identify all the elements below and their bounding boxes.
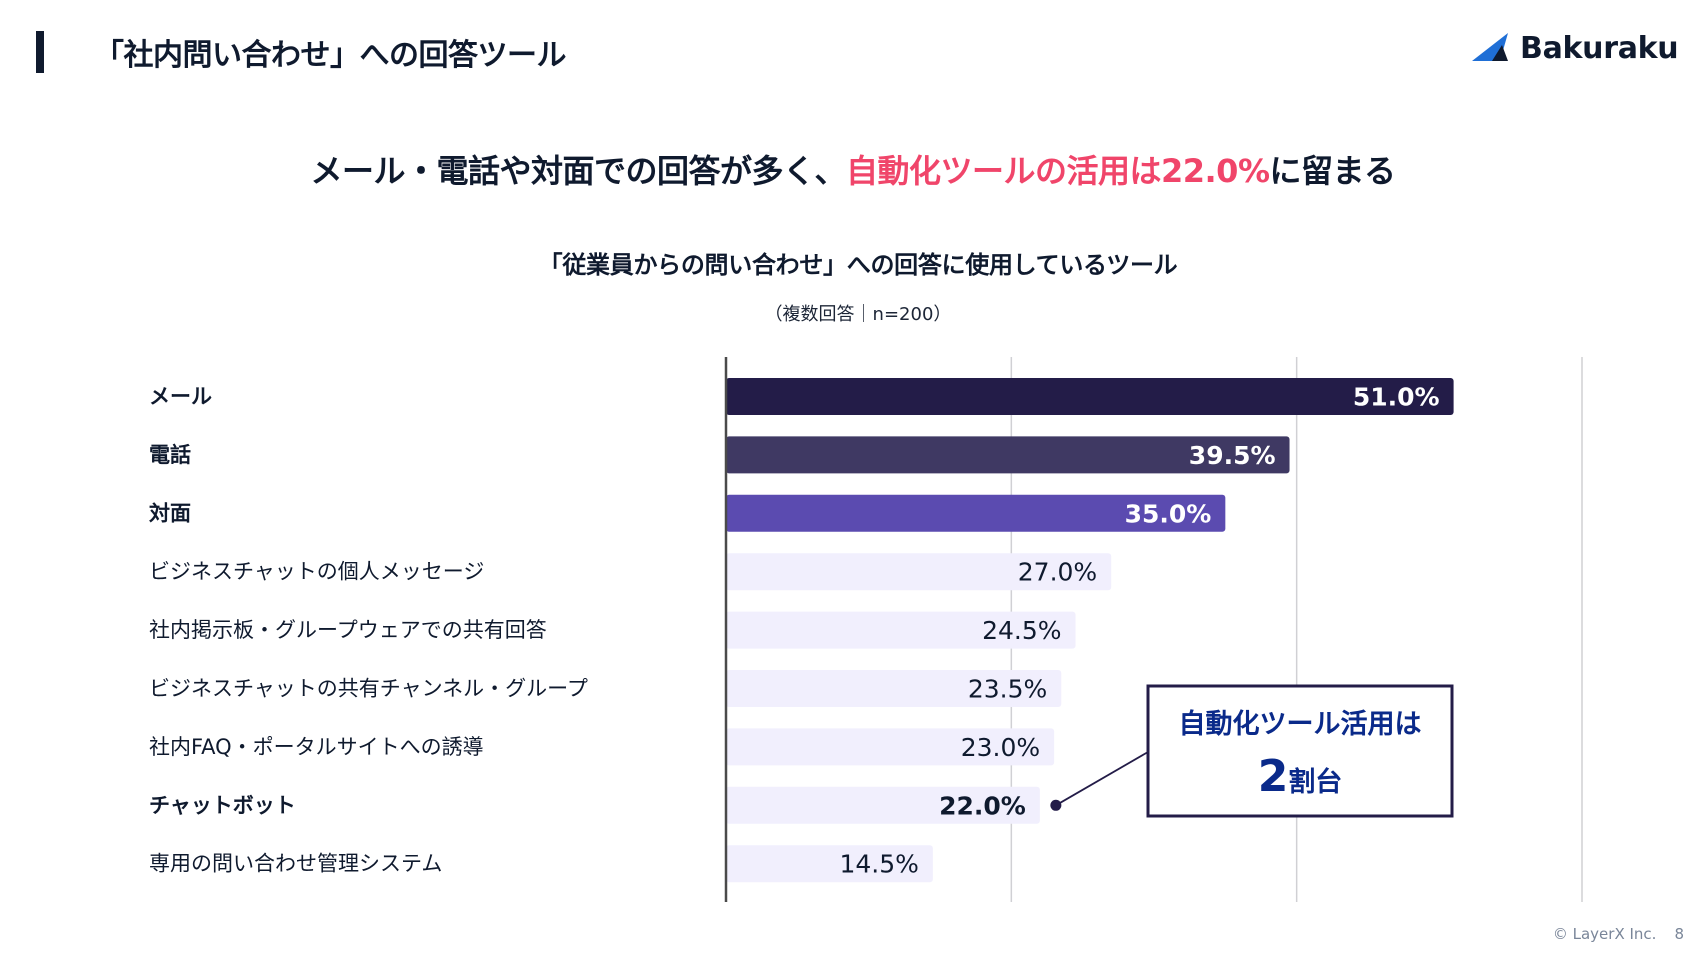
callout-line1: 自動化ツール活用は (1179, 708, 1422, 740)
copyright: © LayerX Inc. (1552, 925, 1657, 943)
callout-suffix: 割台 (1288, 766, 1342, 798)
value-label: 27.0% (1018, 558, 1097, 587)
bakuraku-logo-icon (1472, 33, 1508, 61)
category-label: 電話 (149, 443, 191, 467)
bar (726, 553, 1112, 591)
chart-subtitle: （複数回答｜n=200） (764, 304, 952, 325)
value-label: 14.5% (839, 850, 918, 879)
chart-title: 「従業員からの問い合わせ」への回答に使用しているツール (538, 251, 1178, 279)
callout-line2: 2割台 (1258, 751, 1343, 802)
category-label: ビジネスチャットの共有チャンネル・グループ (149, 677, 588, 701)
category-label: 社内FAQ・ポータルサイトへの誘導 (149, 735, 484, 759)
page-title: 「社内問い合わせ」への回答ツール (94, 38, 567, 73)
headline-highlight: 自動化ツールの活用は22.0% (845, 152, 1270, 190)
headline-prefix: メール・電話や対面での回答が多く、 (310, 152, 846, 190)
bar (726, 670, 1062, 707)
category-label: 専用の問い合わせ管理システム (149, 852, 442, 876)
value-label: 23.0% (961, 733, 1040, 762)
brand-logo: Bakuraku (1472, 28, 1679, 68)
category-label: ビジネスチャットの個人メッセージ (149, 560, 484, 584)
bar (726, 378, 1454, 415)
bar (726, 845, 933, 883)
title-accent-bar (36, 31, 44, 73)
category-label: 対面 (149, 501, 191, 525)
headline-suffix: に留まる (1269, 152, 1397, 190)
callout-dot (1050, 799, 1062, 811)
value-label: 23.5% (968, 675, 1047, 704)
category-label: メール (149, 385, 212, 409)
headline: メール・電話や対面での回答が多く、自動化ツールの活用は22.0%に留まる (0, 146, 1706, 192)
page-number: 8 (1674, 925, 1684, 943)
bar (726, 494, 1226, 532)
value-label: 22.0% (939, 791, 1026, 820)
category-label: チャットボット (149, 793, 296, 817)
footer: © LayerX Inc. 8 (1535, 925, 1684, 943)
value-label: 24.5% (982, 616, 1061, 645)
value-label: 39.5% (1189, 441, 1276, 470)
logo-text: Bakuraku (1520, 30, 1679, 66)
value-label: 35.0% (1125, 499, 1212, 528)
value-label: 51.0% (1353, 383, 1440, 412)
bar (726, 728, 1055, 766)
category-label: 社内掲示板・グループウェアでの共有回答 (149, 618, 547, 642)
bar (726, 611, 1076, 649)
bar (726, 436, 1290, 474)
callout-box (1146, 684, 1454, 818)
callout-leader-line (1055, 751, 1149, 807)
bar (726, 786, 1040, 824)
callout-number: 2 (1258, 751, 1289, 802)
